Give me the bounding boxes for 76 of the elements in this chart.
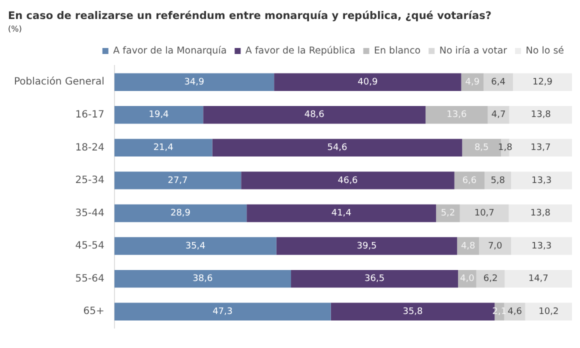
legend-label: A favor de la Monarquía [113,45,227,56]
chart-title: En caso de realizarse un referéndum entre monarquía y república, ¿qué votarías? [8,10,492,22]
bar [114,302,331,320]
bar [203,106,426,124]
y-tick-label: 16-17 [75,109,104,120]
data-label: 54,6 [327,143,348,154]
bar [246,204,436,222]
data-label: 4,7 [491,110,506,120]
data-label: 10,2 [538,306,559,317]
y-tick-label: 18-24 [75,142,104,154]
data-label: 13,8 [530,208,551,219]
bar [484,73,513,91]
data-label: 12,9 [532,77,553,88]
data-label: 28,9 [170,208,191,219]
bar [276,237,458,255]
y-tick-label: 25-34 [75,175,104,186]
legend-label: No lo sé [526,45,564,56]
legend-label: En blanco [374,45,421,56]
data-label: 36,5 [364,274,385,284]
data-label: 38,6 [192,274,213,284]
data-label: 13,8 [530,110,552,120]
data-label: 1,8 [498,143,513,154]
data-label: 47,3 [212,306,233,317]
bar [426,106,488,124]
bar [508,204,572,222]
data-label: 39,5 [356,241,377,252]
bar [454,172,485,190]
data-label: 19,4 [148,110,170,120]
bar [212,138,462,157]
data-label: 48,6 [304,110,325,120]
bar [525,302,572,320]
y-tick-label: 45-54 [75,240,104,252]
data-label: 35,8 [402,306,424,317]
data-label: 14,7 [528,274,548,284]
data-label: 6,2 [483,274,498,284]
data-label: 41,4 [331,208,352,219]
bar [274,73,462,91]
bar [114,270,292,288]
data-label: 35,4 [185,241,206,252]
bar [114,172,242,190]
data-label: 21,4 [153,143,174,154]
bar [114,106,204,124]
data-label: 6,4 [491,77,506,88]
bar [509,106,572,124]
legend-label: No iría a votar [439,45,508,56]
legend-label: A favor de la República [245,45,356,56]
bar [114,204,247,222]
bar [291,270,458,288]
bar [479,237,512,255]
bar [504,270,572,288]
data-label: 4,6 [508,306,522,317]
data-label: 46,6 [338,176,358,186]
data-label: 13,3 [532,176,552,186]
bar [241,172,454,190]
bar [460,204,509,222]
bar [114,138,212,157]
bar [484,172,512,190]
bar [511,172,572,190]
data-label: 13,7 [530,143,551,154]
bar [511,237,572,255]
data-label: 34,9 [184,77,205,88]
bar [436,204,460,222]
data-label: 10,7 [474,208,494,219]
y-tick-label: 65+ [83,306,104,318]
data-label: 27,7 [168,176,188,186]
data-label: 7,0 [488,241,503,252]
data-label: 13,3 [532,241,552,252]
text: (%) [8,24,22,34]
bar [114,73,274,91]
data-label: 5,8 [490,176,506,186]
y-tick-label: 35-44 [75,208,104,219]
y-tick-label: 55-64 [75,273,104,284]
bar [114,237,276,255]
data-label: 40,9 [358,77,378,88]
bar [512,73,572,91]
y-tick-label: Población General [14,76,104,88]
